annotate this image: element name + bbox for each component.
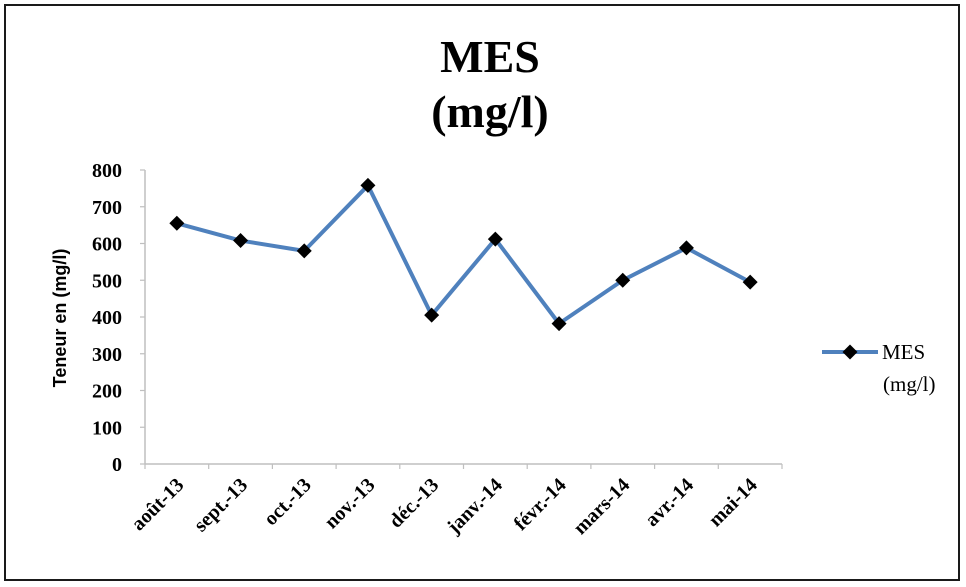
legend-label: MES [882, 340, 925, 364]
x-tick-label: avr.-14 [641, 474, 698, 531]
x-axis-ticks: août-13 sept.-13 oct.-13 nov.-13 déc.-13 janv… [127, 464, 783, 539]
legend-marker [842, 344, 858, 360]
data-point-marker [424, 307, 440, 323]
x-tick-label: sept.-13 [190, 474, 252, 536]
data-point-marker [742, 274, 758, 290]
x-tick-label: août-13 [127, 474, 188, 535]
series-line [176, 183, 752, 326]
y-tick-label: 100 [92, 417, 122, 439]
x-tick-label: oct.-13 [260, 474, 316, 530]
data-point-marker [615, 272, 631, 288]
x-tick-label: déc.-13 [385, 474, 443, 532]
y-tick-label: 500 [92, 270, 122, 292]
legend-label: (mg/l) [883, 372, 936, 396]
y-tick-label: 300 [92, 344, 122, 366]
y-tick-label: 700 [92, 197, 122, 219]
x-tick-label: janv.-14 [442, 474, 507, 539]
data-point-marker [678, 240, 694, 256]
y-tick-label: 600 [92, 234, 122, 256]
y-tick-label: 0 [112, 454, 122, 476]
x-tick-label: févr.-14 [510, 474, 571, 535]
y-tick-label: 800 [92, 160, 122, 182]
series-line-0 [176, 183, 752, 326]
chart-title-line: (mg/l) [431, 86, 549, 137]
axes [144, 170, 782, 465]
data-point-marker [296, 243, 312, 259]
data-point-marker [169, 215, 185, 231]
x-tick-label: nov.-13 [320, 474, 379, 533]
data-point-marker [551, 316, 567, 332]
y-tick-label: 200 [92, 381, 122, 403]
y-axis-ticks: 0 100 200 300 400 500 600 700 800 [92, 160, 145, 476]
legend: MES (mg/l) [822, 340, 936, 396]
x-tick-label: mai-14 [704, 474, 761, 531]
chart-title: MES(mg/l) [431, 31, 549, 137]
y-axis-label: Teneur en (mg/l) [50, 249, 70, 388]
series-markers [169, 177, 758, 332]
y-tick-label: 400 [92, 307, 122, 329]
chart-title-line: MES [440, 31, 540, 82]
data-point-marker [487, 231, 503, 247]
x-tick-label: mars-14 [569, 474, 634, 539]
data-point-marker [360, 177, 376, 193]
chart-frame [4, 4, 960, 581]
data-point-marker [233, 233, 249, 249]
